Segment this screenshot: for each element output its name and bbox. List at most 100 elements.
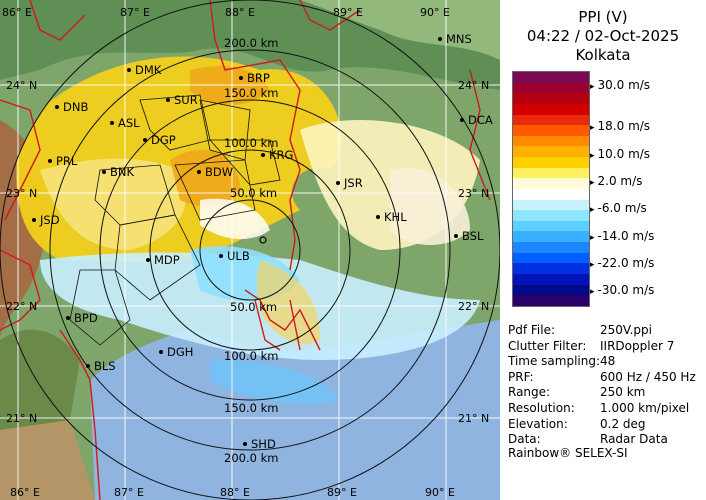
radar-site-marker <box>259 236 267 244</box>
legend-tick: 10.0 m/s <box>590 147 651 163</box>
legend-swatch <box>513 167 589 179</box>
legend-swatch <box>513 82 589 94</box>
lon-label-top: 90° E <box>420 6 450 19</box>
city-label-asl: ASL <box>118 116 140 130</box>
info-panel: PPI (V) 04:22 / 02-Oct-2025 Kolkata 30.0… <box>500 0 706 500</box>
ring-label-north-150: 150.0 km <box>224 86 278 100</box>
metadata-row: Clutter Filter: IIRDoppler 7 <box>508 339 696 355</box>
lat-label-left: 24° N <box>6 79 37 92</box>
district-boundaries <box>69 94 281 346</box>
lat-label-left: 23° N <box>6 187 37 200</box>
metadata-value: 250 km <box>600 385 646 400</box>
city-label-bsl: BSL <box>462 229 484 243</box>
legend-swatch <box>513 284 589 296</box>
graticule <box>0 0 500 500</box>
radar-map: 50.0 km 100.0 km 150.0 km 200.0 km 50.0 … <box>0 0 500 500</box>
terrain-southwest <box>0 329 80 430</box>
city-label-bnk: BNK <box>110 165 134 179</box>
metadata-row: Data: Radar Data <box>508 432 696 448</box>
metadata-row: Elevation: 0.2 deg <box>508 417 696 433</box>
international-boundaries <box>0 0 491 500</box>
legend-swatch <box>513 188 589 200</box>
legend-tick: -14.0 m/s <box>590 229 655 245</box>
metadata-key: Data: <box>508 432 541 447</box>
city-label-shd: SHD <box>251 437 276 451</box>
legend-tick: -30.0 m/s <box>590 283 655 299</box>
legend-swatch <box>513 178 589 189</box>
radar-echoes <box>16 56 480 404</box>
city-label-krg: KRG <box>269 148 293 162</box>
radar-map-canvas: 50.0 km 100.0 km 150.0 km 200.0 km 50.0 … <box>0 0 500 500</box>
lon-label-bottom: 87° E <box>114 486 144 499</box>
lat-label-right: 23° N <box>458 187 489 200</box>
radar-station-name: Kolkata <box>575 46 631 64</box>
lon-label-top: 86° E <box>2 6 32 19</box>
city-label-dca: DCA <box>468 113 493 127</box>
legend-swatch <box>513 103 589 115</box>
metadata-row: Resolution: 1.000 km/pixel <box>508 401 696 417</box>
metadata-key: Time sampling: <box>508 354 601 369</box>
legend-swatch <box>513 273 589 285</box>
metadata-row: Time sampling: 48 <box>508 354 696 370</box>
city-label-mdp: MDP <box>154 253 180 267</box>
bay-of-bengal <box>90 320 500 500</box>
lat-label-right: 24° N <box>458 79 489 92</box>
metadata-key: Range: <box>508 385 551 400</box>
lon-label-top: 88° E <box>225 6 255 19</box>
lon-label-bottom: 89° E <box>327 486 357 499</box>
city-label-jsd: JSD <box>39 213 60 227</box>
legend-swatch <box>513 252 589 264</box>
metadata-key: PRF: <box>508 369 534 384</box>
city-label-mns: MNS <box>446 32 472 46</box>
legend-swatch <box>513 93 589 104</box>
metadata-value: 48 <box>600 354 616 369</box>
legend-tick: 18.0 m/s <box>590 119 651 135</box>
legend-swatch <box>513 114 589 126</box>
legend-swatch <box>513 210 589 221</box>
city-label-khl: KHL <box>384 210 407 224</box>
metadata-key: Elevation: <box>508 416 568 431</box>
legend-tick: 30.0 m/s <box>590 78 651 94</box>
legend-tick: -6.0 m/s <box>590 201 647 217</box>
metadata-value: 1.000 km/pixel <box>600 400 690 415</box>
velocity-color-legend <box>512 71 590 307</box>
legend-swatch <box>513 146 589 157</box>
lon-label-bottom: 90° E <box>425 486 455 499</box>
city-label-dmk: DMK <box>135 63 162 77</box>
terrain-northeast <box>300 0 500 60</box>
metadata-value: 600 Hz / 450 Hz <box>600 369 696 384</box>
ring-label-north-50: 50.0 km <box>230 186 277 200</box>
city-label-bls: BLS <box>94 359 116 373</box>
metadata-table: Pdf File: 250V.ppi Clutter Filter: IIRDopp… <box>508 323 696 448</box>
legend-swatch <box>513 295 589 306</box>
legend-swatch <box>513 72 589 83</box>
ring-label-south-50: 50.0 km <box>230 300 277 314</box>
metadata-row: Range: 250 km <box>508 385 696 401</box>
metadata-row: Pdf File: 250V.ppi <box>508 323 696 339</box>
legend-tick: -22.0 m/s <box>590 256 655 272</box>
legend-swatch <box>513 242 589 253</box>
metadata-value: IIRDoppler 7 <box>600 338 675 353</box>
city-label-dgp: DGP <box>151 133 176 147</box>
lon-label-bottom: 88° E <box>220 486 250 499</box>
metadata-value: 250V.ppi <box>600 323 652 337</box>
ring-label-south-200: 200.0 km <box>224 451 278 465</box>
city-label-ulb: ULB <box>227 249 250 263</box>
city-label-bdw: BDW <box>205 165 233 179</box>
legend-swatch <box>513 157 589 168</box>
metadata-key: Resolution: <box>508 400 575 415</box>
lat-label-left: 21° N <box>6 412 37 425</box>
metadata-key: Pdf File: <box>508 323 556 337</box>
city-label-prl: PRL <box>56 154 78 168</box>
terrain-southwest-coast <box>0 420 95 500</box>
lon-label-top: 89° E <box>333 6 363 19</box>
city-label-sur: SUR <box>174 93 198 107</box>
city-label-brp: BRP <box>247 71 270 85</box>
metadata-value: Radar Data <box>600 432 668 447</box>
legend-swatch <box>513 220 589 232</box>
legend-tick: 2.0 m/s <box>590 174 643 190</box>
legend-swatch <box>513 125 589 136</box>
metadata-row: PRF: 600 Hz / 450 Hz <box>508 370 696 386</box>
product-time: 04:22 / 02-Oct-2025 <box>526 27 680 45</box>
lat-label-right: 21° N <box>458 412 489 425</box>
